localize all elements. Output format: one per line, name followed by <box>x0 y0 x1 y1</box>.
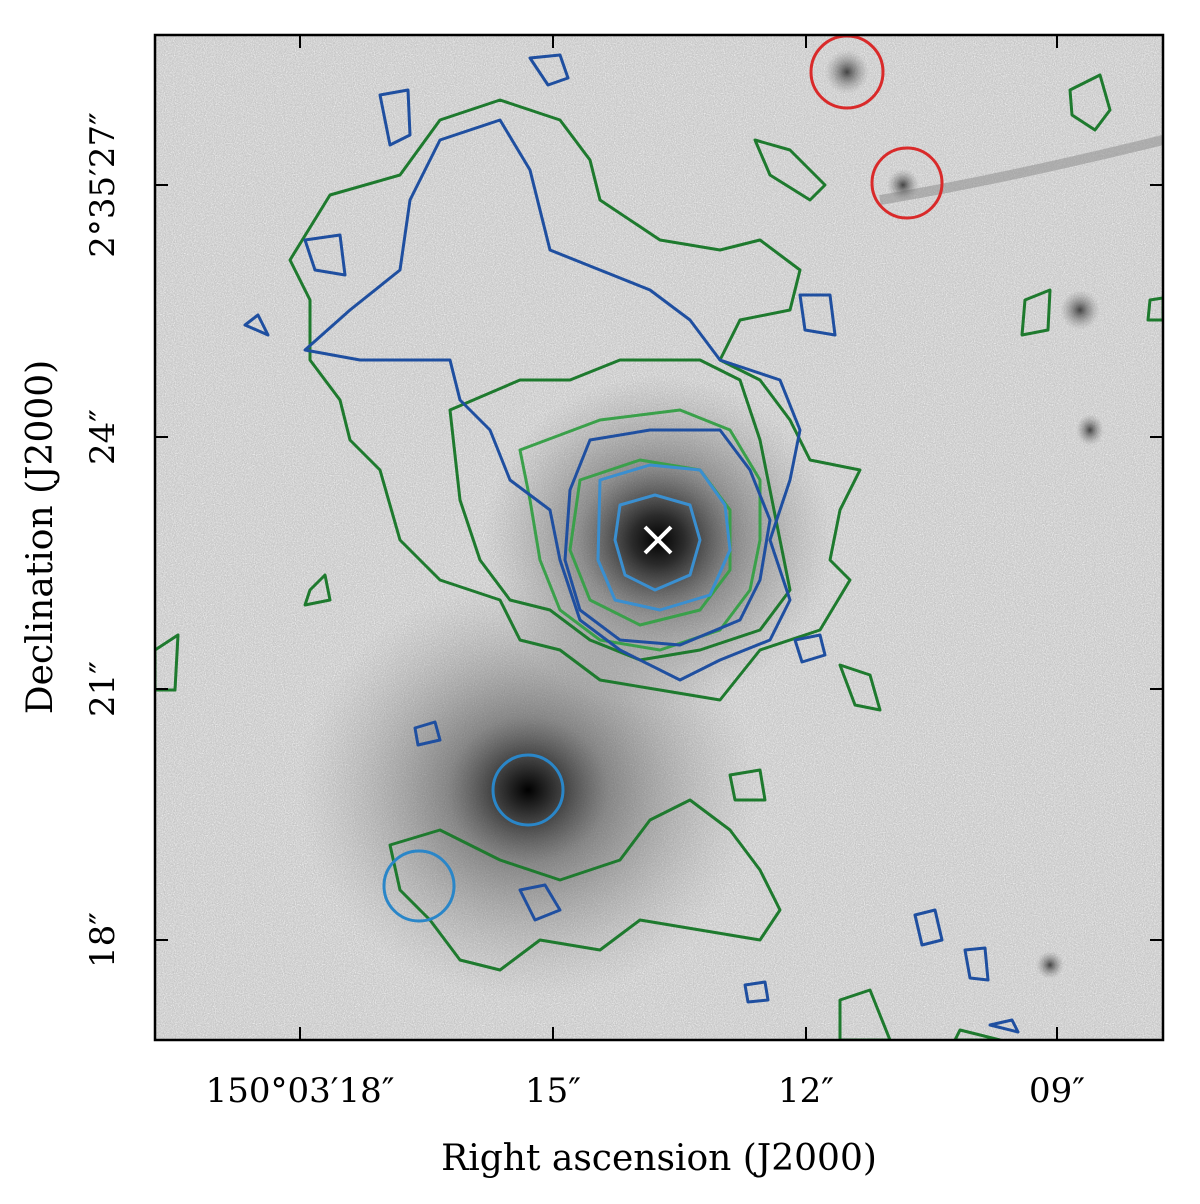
tick-marks <box>155 35 1163 1040</box>
image-area <box>155 35 1163 1040</box>
contour-2 <box>448 358 792 662</box>
contour-small <box>413 720 442 747</box>
contour-small <box>953 1028 1002 1040</box>
contour-small <box>728 768 767 802</box>
faint-source <box>1036 951 1064 979</box>
contour-small <box>303 573 332 607</box>
contour-small <box>303 233 347 277</box>
contour-small <box>798 293 837 337</box>
contours-blue <box>243 53 1020 1034</box>
contours-green <box>155 73 1163 1040</box>
streak-source <box>887 169 919 201</box>
x-axis-label: Right ascension (J2000) <box>441 1138 877 1179</box>
y-tick-label: 24″ <box>83 409 123 465</box>
contour-blue-4 <box>613 493 702 592</box>
contour-small <box>518 883 562 922</box>
contour-small <box>528 53 570 87</box>
contour-4 <box>568 458 732 627</box>
contour-small <box>963 946 990 982</box>
contour-small <box>155 633 180 692</box>
contour-small <box>838 988 892 1040</box>
lower-galaxy <box>298 580 758 1000</box>
x-tick-label: 150°03′18″ <box>206 1071 395 1111</box>
x-tick-label: 09″ <box>1029 1071 1085 1111</box>
contour-lower <box>388 798 782 972</box>
contour-small <box>378 88 412 147</box>
y-tick-label: 2°35′27″ <box>83 112 123 258</box>
x-tick-label: 15″ <box>525 1071 581 1111</box>
contour-3 <box>518 408 762 652</box>
contour-small <box>988 1018 1020 1034</box>
contour-small <box>243 313 270 337</box>
x-tick-label: 12″ <box>778 1071 834 1111</box>
contour-blue-2 <box>563 428 772 647</box>
faint-source <box>1060 290 1100 330</box>
blue-circle <box>382 849 456 923</box>
faint-source <box>1076 414 1104 446</box>
contour-small <box>1146 296 1163 322</box>
contour-small <box>743 980 770 1004</box>
contour-small <box>913 908 944 947</box>
contour-blue-3 <box>596 463 732 612</box>
y-axis-label: Declination (J2000) <box>20 360 61 714</box>
top-source <box>825 50 869 94</box>
contour-small <box>1020 288 1052 337</box>
y-tick-label: 18″ <box>83 912 123 968</box>
red-circle <box>870 146 944 220</box>
contour-blue-outer <box>303 118 802 682</box>
contour-small <box>1068 73 1112 132</box>
y-tick-label: 21″ <box>83 661 123 717</box>
contour-small <box>838 663 882 712</box>
cross-marker <box>643 525 673 555</box>
blue-circle <box>491 753 565 827</box>
plot-frame <box>153 33 1165 1042</box>
contour-outer <box>288 98 862 702</box>
contour-small <box>753 138 827 202</box>
contour-small <box>793 633 827 664</box>
